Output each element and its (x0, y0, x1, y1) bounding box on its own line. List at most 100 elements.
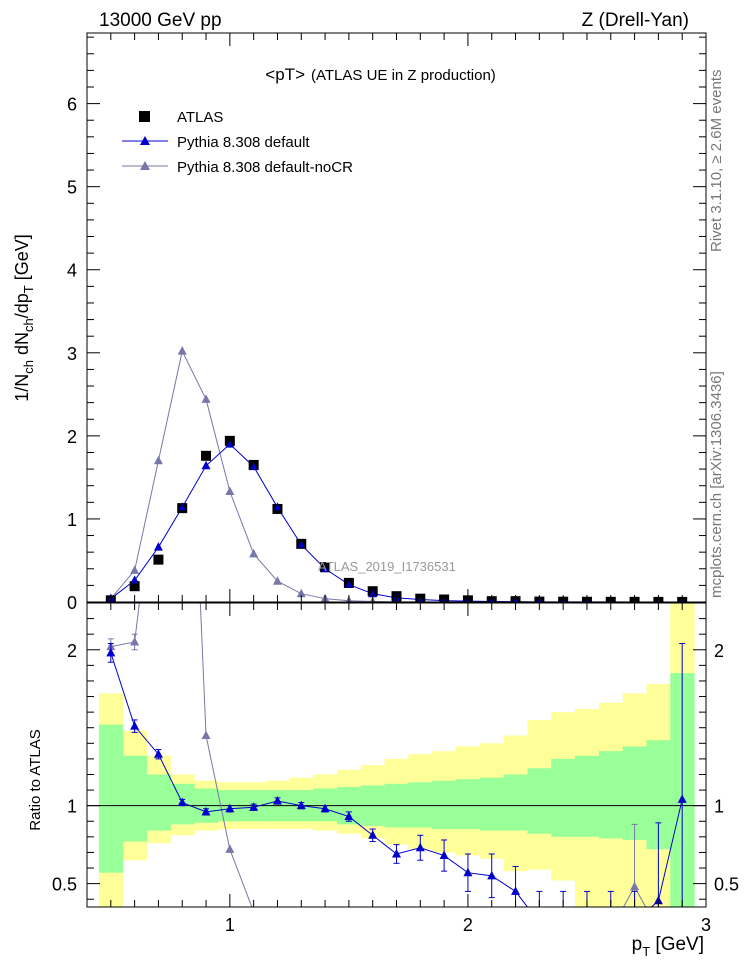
ratio-point-default (177, 797, 187, 807)
ratio-point-default (392, 848, 401, 858)
ratio-y-axis: 0.5 0.5 1 1 2 2 (52, 618, 739, 900)
ratio-band-inner (408, 782, 433, 828)
ratio-point-default (368, 830, 378, 839)
main-point-nocr (201, 394, 211, 403)
ratio-band-inner (598, 751, 624, 839)
main-point-default-top (273, 503, 281, 511)
main-point-atlas (153, 554, 164, 565)
main-point-nocr (249, 548, 259, 558)
ratio-point-default (344, 811, 354, 821)
main-point-default-top (154, 543, 162, 551)
legend-marker-atlas (139, 111, 150, 122)
ratio-point-nocr (392, 925, 401, 934)
ratio-point-default (296, 800, 306, 810)
ratio-band-inner (456, 779, 481, 830)
ratio-y-tick-label: 0.5 (52, 875, 77, 895)
ratio-y-tick-label-right: 1 (714, 797, 724, 817)
ratio-band-inner (122, 755, 148, 842)
ratio-point-nocr (297, 925, 306, 934)
ratio-point-default (106, 647, 116, 657)
main-point-atlas (129, 581, 140, 592)
ratio-point-default (225, 803, 235, 813)
ratio-y-tick-label: 2 (67, 641, 77, 661)
ratio-point-default (535, 918, 544, 927)
analysis-watermark: ATLAS_2019_I1736531 (318, 559, 456, 574)
energy-label: 13000 GeV pp (99, 10, 222, 31)
ratio-x-axis: 1 2 3 (110, 603, 711, 935)
main-y-tick-label: 2 (67, 427, 77, 447)
main-y-tick-label: 0 (67, 593, 77, 613)
ratio-point-default (153, 749, 163, 758)
main-point-nocr (296, 588, 306, 598)
ratio-point-nocr (178, 177, 187, 186)
ratio-band-inner (98, 724, 124, 873)
main-point-default-top (345, 580, 353, 588)
main-point-default-top (178, 503, 186, 511)
main-point-default-top (321, 564, 329, 572)
ratio-point-default (272, 795, 282, 805)
ratio-y-tick-label: 1 (67, 797, 77, 817)
ratio-point-nocr (511, 925, 520, 934)
main-point-default-top (131, 576, 139, 584)
ratio-point-nocr (678, 925, 687, 934)
ratio-x-tick-label: 2 (463, 915, 473, 935)
ratio-point-default (439, 850, 449, 860)
ratio-panel: 0.5 0.5 1 1 2 2 1 2 3 Ratio to ATLAS pT [GeV] (27, 177, 739, 959)
process-label: Z (Drell-Yan) (582, 10, 689, 31)
main-point-default-top (369, 589, 377, 597)
main-y-axis-label: 1/Nch dNch/dpT [GeV] (12, 234, 36, 402)
main-y-tick-label: 1 (67, 510, 77, 530)
legend-marker-default (140, 136, 150, 145)
ratio-point-default (582, 918, 591, 927)
ratio-point-default (463, 867, 473, 877)
main-series-line-default (110, 443, 683, 602)
legend-marker-nocr (140, 161, 150, 170)
main-point-atlas (201, 450, 212, 461)
ratio-y-tick-label-right: 2 (714, 641, 724, 661)
main-y-tick-label: 5 (67, 178, 77, 198)
legend: ATLAS Pythia 8.308 default Pythia 8.308 … (122, 109, 353, 176)
main-point-nocr (177, 346, 187, 355)
ratio-point-default (559, 918, 568, 927)
ratio-point-nocr (487, 925, 496, 934)
main-point-nocr (225, 486, 235, 496)
legend-label-atlas: ATLAS (177, 109, 223, 126)
main-y-axis: 0 1 2 3 4 5 6 (67, 36, 706, 613)
main-y-tick-label: 6 (67, 95, 77, 115)
ratio-point-default (415, 842, 425, 852)
ratio-point-nocr (368, 925, 377, 934)
ratio-point-nocr (321, 925, 330, 934)
ratio-point-nocr (440, 925, 449, 934)
main-point-default-top (250, 462, 258, 470)
ratio-point-nocr (606, 925, 615, 934)
ratio-point-default (249, 802, 259, 811)
ratio-point-nocr (130, 636, 140, 646)
main-point-nocr (272, 576, 282, 585)
ratio-band-inner (503, 774, 528, 831)
main-point-nocr (153, 455, 163, 465)
main-point-default-top (297, 540, 305, 548)
ratio-x-axis-label: pT [GeV] (632, 934, 704, 959)
ratio-point-nocr (582, 925, 591, 934)
ratio-y-tick-label-right: 0.5 (714, 875, 739, 895)
main-y-tick-label: 4 (67, 261, 77, 281)
ratio-point-default (320, 803, 330, 813)
main-y-tick-label: 3 (67, 344, 77, 364)
ratio-point-default (511, 886, 521, 895)
ratio-point-nocr (559, 925, 568, 934)
ratio-point-default (630, 918, 639, 927)
ratio-band-inner (527, 768, 552, 834)
ratio-point-default (201, 806, 211, 816)
ratio-point-nocr (225, 844, 235, 853)
ratio-x-tick-label: 1 (225, 915, 235, 935)
plot-subtitle: (ATLAS UE in Z production) (311, 67, 496, 84)
rivet-label: Rivet 3.1.10, ≥ 2.6M events (708, 70, 725, 253)
mcplots-label: mcplots.cern.ch [arXiv:1306.3436] (708, 371, 725, 598)
main-point-default-top (202, 461, 210, 469)
ratio-point-default (487, 870, 497, 880)
ratio-point-nocr (273, 925, 282, 934)
ratio-band-inner (432, 780, 457, 830)
ratio-band-inner (146, 774, 171, 831)
legend-label-nocr: Pythia 8.308 default-noCR (177, 159, 353, 176)
ratio-point-nocr (654, 925, 663, 934)
